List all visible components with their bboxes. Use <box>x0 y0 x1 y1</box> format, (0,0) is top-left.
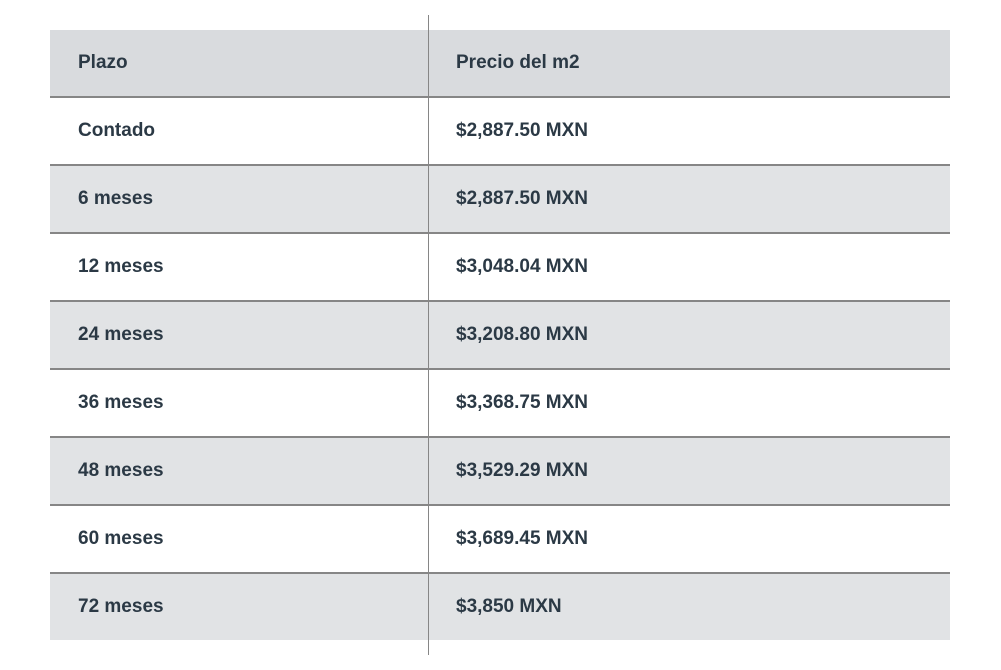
table-row: 12 meses $3,048.04 MXN <box>50 233 950 301</box>
pricing-table: Plazo Precio del m2 Contado $2,887.50 MX… <box>50 30 950 640</box>
header-plazo: Plazo <box>50 30 428 97</box>
table-row: 6 meses $2,887.50 MXN <box>50 165 950 233</box>
cell-plazo: 12 meses <box>50 233 428 301</box>
table-header-row: Plazo Precio del m2 <box>50 30 950 97</box>
cell-plazo: 36 meses <box>50 369 428 437</box>
table-row: 60 meses $3,689.45 MXN <box>50 505 950 573</box>
cell-plazo: Contado <box>50 97 428 165</box>
cell-precio: $3,208.80 MXN <box>428 301 950 369</box>
table-row: 48 meses $3,529.29 MXN <box>50 437 950 505</box>
header-precio: Precio del m2 <box>428 30 950 97</box>
cell-precio: $3,048.04 MXN <box>428 233 950 301</box>
pricing-table-wrapper: Plazo Precio del m2 Contado $2,887.50 MX… <box>50 30 950 640</box>
table-row: 72 meses $3,850 MXN <box>50 573 950 640</box>
table-row: 24 meses $3,208.80 MXN <box>50 301 950 369</box>
cell-plazo: 60 meses <box>50 505 428 573</box>
cell-precio: $3,850 MXN <box>428 573 950 640</box>
cell-precio: $2,887.50 MXN <box>428 97 950 165</box>
cell-plazo: 48 meses <box>50 437 428 505</box>
table-row: Contado $2,887.50 MXN <box>50 97 950 165</box>
cell-plazo: 6 meses <box>50 165 428 233</box>
cell-precio: $3,529.29 MXN <box>428 437 950 505</box>
cell-precio: $3,368.75 MXN <box>428 369 950 437</box>
cell-plazo: 72 meses <box>50 573 428 640</box>
cell-precio: $3,689.45 MXN <box>428 505 950 573</box>
cell-precio: $2,887.50 MXN <box>428 165 950 233</box>
column-divider <box>428 15 429 655</box>
table-row: 36 meses $3,368.75 MXN <box>50 369 950 437</box>
cell-plazo: 24 meses <box>50 301 428 369</box>
